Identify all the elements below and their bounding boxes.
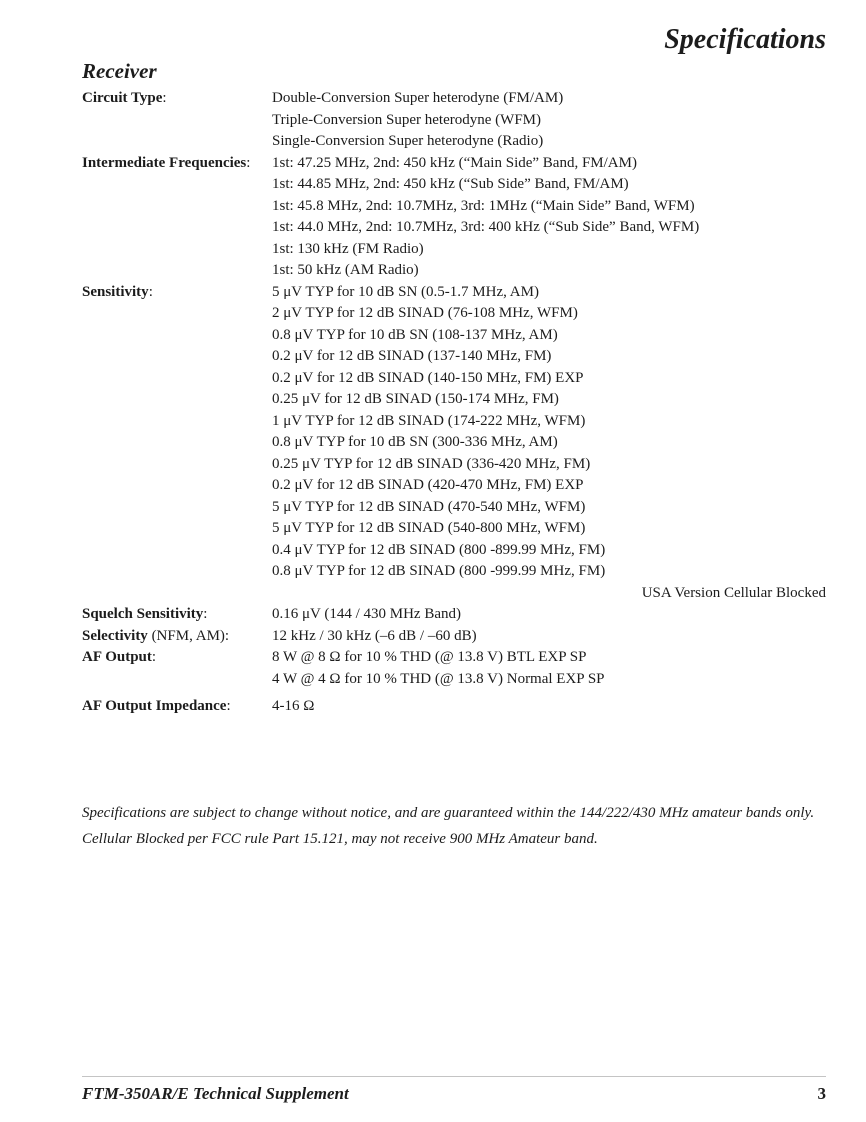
spec-value-line: 0.25 μV TYP for 12 dB SINAD (336-420 MHz… <box>272 455 591 472</box>
spec-value-line: 4 W @ 4 Ω for 10 % THD (@ 13.8 V) Normal… <box>272 670 605 687</box>
spec-values: 12 kHz / 30 kHz (–6 dB / –60 dB) <box>272 626 826 648</box>
spec-row-circuit-type: Circuit Type: Double-Conversion Super he… <box>82 88 826 153</box>
spec-row-squelch-sensitivity: Squelch Sensitivity: 0.16 μV (144 / 430 … <box>82 604 826 626</box>
spec-values: 4-16 Ω <box>272 696 826 718</box>
spec-value-line: 1st: 47.25 MHz, 2nd: 450 kHz (“Main Side… <box>272 154 637 171</box>
spec-value-line: 4-16 Ω <box>272 698 315 714</box>
spec-label: AF Output: <box>82 647 272 669</box>
spec-label: Squelch Sensitivity: <box>82 604 272 626</box>
spec-value-line: 1st: 44.85 MHz, 2nd: 450 kHz (“Sub Side”… <box>272 176 629 192</box>
spec-value-line: 0.16 μV (144 / 430 MHz Band) <box>272 606 462 622</box>
spec-value-line: 0.2 μV for 12 dB SINAD (420-470 MHz, FM)… <box>272 477 584 493</box>
spec-label-suffix: : <box>151 649 157 665</box>
footer-document-title: FTM-350AR/E Technical Supplement <box>82 1084 349 1103</box>
spec-label-suffix: : <box>246 154 251 171</box>
section-heading-receiver: Receiver <box>82 59 157 83</box>
spec-value-line: 0.8 μV TYP for 12 dB SINAD (800 -999.99 … <box>272 563 606 579</box>
spec-values: 1st: 47.25 MHz, 2nd: 450 kHz (“Main Side… <box>272 153 826 282</box>
spec-label: Intermediate Frequencies: <box>82 153 272 175</box>
spec-value-line: 0.25 μV for 12 dB SINAD (150-174 MHz, FM… <box>272 391 559 407</box>
spec-label-text: Squelch Sensitivity <box>82 606 204 622</box>
spec-value-line: 1st: 50 kHz (AM Radio) <box>272 262 419 278</box>
spec-values: Double-Conversion Super heterodyne (FM/A… <box>272 88 826 153</box>
spec-label-text: Circuit Type <box>82 90 163 106</box>
spec-value-line: 5 μV TYP for 12 dB SINAD (470-540 MHz, W… <box>272 498 586 515</box>
spec-value-line: 1st: 44.0 MHz, 2nd: 10.7MHz, 3rd: 400 kH… <box>272 219 700 235</box>
spec-value-line: 8 W @ 8 Ω for 10 % THD (@ 13.8 V) BTL EX… <box>272 649 587 665</box>
spec-value-line: 5 μV TYP for 12 dB SINAD (540-800 MHz, W… <box>272 520 586 536</box>
spec-value-line: 0.8 μV TYP for 10 dB SN (108-137 MHz, AM… <box>272 326 558 343</box>
page-title: Specifications <box>664 24 826 55</box>
footnotes: Specifications are subject to change wit… <box>82 802 826 851</box>
spec-values: 5 μV TYP for 10 dB SN (0.5-1.7 MHz, AM) … <box>272 282 826 583</box>
spec-row-selectivity: Selectivity (NFM, AM): 12 kHz / 30 kHz (… <box>82 626 826 648</box>
spec-value-line: 0.8 μV TYP for 10 dB SN (300-336 MHz, AM… <box>272 434 558 450</box>
spec-value-line: 5 μV TYP for 10 dB SN (0.5-1.7 MHz, AM) <box>272 283 539 300</box>
spec-label: AF Output Impedance: <box>82 696 272 718</box>
spec-value-line: 12 kHz / 30 kHz (–6 dB / –60 dB) <box>272 627 477 644</box>
spec-row-af-output: AF Output: 8 W @ 8 Ω for 10 % THD (@ 13.… <box>82 647 826 690</box>
spec-value-line: 0.2 μV for 12 dB SINAD (140-150 MHz, FM)… <box>272 369 584 386</box>
page-footer: FTM-350AR/E Technical Supplement 3 <box>82 1076 826 1104</box>
spec-values: 0.16 μV (144 / 430 MHz Band) <box>272 604 826 626</box>
spec-label-text: Selectivity <box>82 627 148 644</box>
spec-label-text: Sensitivity <box>82 283 149 300</box>
spec-label-suffix: : <box>162 90 167 106</box>
spec-value-line: Single-Conversion Super heterodyne (Radi… <box>272 133 544 149</box>
spec-label-suffix: (NFM, AM): <box>147 627 230 644</box>
spec-label-suffix: : <box>226 698 231 714</box>
spec-value-line: Triple-Conversion Super heterodyne (WFM) <box>272 111 541 128</box>
spec-table: Circuit Type: Double-Conversion Super he… <box>82 88 826 718</box>
spec-value-line: 0.2 μV for 12 dB SINAD (137-140 MHz, FM) <box>272 348 552 364</box>
spec-row-af-output-impedance: AF Output Impedance: 4-16 Ω <box>82 696 826 718</box>
spec-label: Selectivity (NFM, AM): <box>82 626 272 648</box>
spec-values: 8 W @ 8 Ω for 10 % THD (@ 13.8 V) BTL EX… <box>272 647 826 690</box>
footer-page-number: 3 <box>817 1084 827 1103</box>
spec-value-line: 2 μV TYP for 12 dB SINAD (76-108 MHz, WF… <box>272 305 578 321</box>
spec-row-intermediate-frequencies: Intermediate Frequencies: 1st: 47.25 MHz… <box>82 153 826 282</box>
spec-label: Sensitivity: <box>82 282 272 304</box>
page-content: Specifications Receiver Circuit Type: Do… <box>82 0 826 854</box>
spec-label: Circuit Type: <box>82 88 272 110</box>
footnote: Cellular Blocked per FCC rule Part 15.12… <box>82 830 598 847</box>
spec-value-line: 1st: 45.8 MHz, 2nd: 10.7MHz, 3rd: 1MHz (… <box>272 197 695 214</box>
usa-version-note: USA Version Cellular Blocked <box>641 584 826 601</box>
spec-label-text: AF Output <box>82 649 152 665</box>
spec-label-suffix: : <box>203 606 208 622</box>
spec-label-suffix: : <box>148 283 153 300</box>
spec-row-sensitivity: Sensitivity: 5 μV TYP for 10 dB SN (0.5-… <box>82 282 826 583</box>
spec-label-text: Intermediate Frequencies <box>82 154 247 171</box>
spec-value-line: 0.4 μV TYP for 12 dB SINAD (800 -899.99 … <box>272 541 606 558</box>
spec-value-line: 1st: 130 kHz (FM Radio) <box>272 240 424 257</box>
spec-value-line: 1 μV TYP for 12 dB SINAD (174-222 MHz, W… <box>272 412 586 429</box>
spec-value-line: Double-Conversion Super heterodyne (FM/A… <box>272 90 564 106</box>
spec-label-text: AF Output Impedance <box>82 698 227 714</box>
footnote: Specifications are subject to change wit… <box>82 804 815 821</box>
